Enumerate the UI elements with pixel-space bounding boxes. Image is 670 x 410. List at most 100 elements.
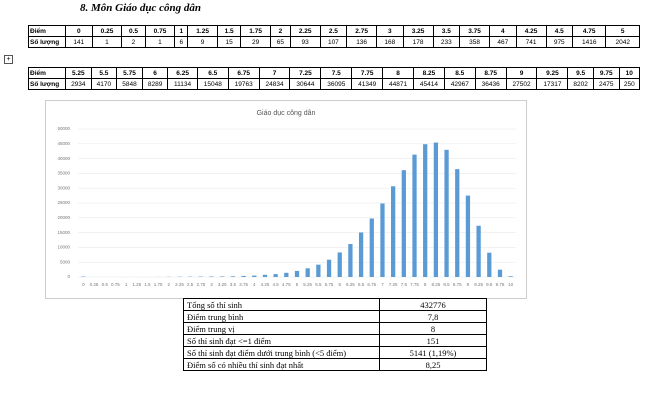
cell: Số lượng xyxy=(28,78,66,90)
cell: Số thí sinh đạt điểm dưới trung bình (<5… xyxy=(183,346,380,359)
x-tick-label: 7 xyxy=(381,282,384,287)
bar xyxy=(444,149,449,277)
cell: Điểm số có nhiều thí sinh đạt nhất xyxy=(183,358,380,371)
y-tick-label: 15000 xyxy=(57,230,70,235)
cell: 19763 xyxy=(227,78,260,90)
cell: 107 xyxy=(319,36,348,48)
x-tick-label: 4.25 xyxy=(261,282,270,287)
cell: 178 xyxy=(402,36,434,48)
x-tick-label: 9.75 xyxy=(496,282,505,287)
x-tick-label: 6.5 xyxy=(358,282,365,287)
cell: 2042 xyxy=(605,36,640,48)
y-tick-label: 50000 xyxy=(57,126,70,131)
cell: 4 xyxy=(489,25,517,37)
cell: 6.75 xyxy=(227,67,260,79)
y-tick-label: 25000 xyxy=(57,200,70,205)
cell: 8 xyxy=(379,322,487,335)
bar xyxy=(423,144,428,277)
x-tick-label: 3 xyxy=(210,282,213,287)
x-tick-label: 1.75 xyxy=(154,282,163,287)
cell: 11134 xyxy=(167,78,198,90)
cell: 5848 xyxy=(116,78,143,90)
x-tick-label: 6.25 xyxy=(346,282,355,287)
chart-title: Giáo dục công dân xyxy=(257,110,316,117)
x-tick-label: 5.25 xyxy=(303,282,312,287)
chart-frame: Giáo dục công dân 0 5000 10000 15000 20000 25… xyxy=(45,100,527,299)
x-tick-label: 5.75 xyxy=(325,282,334,287)
cell: 1.25 xyxy=(187,25,219,37)
y-tick-label: 45000 xyxy=(57,141,70,146)
cell: 2934 xyxy=(65,78,92,90)
x-tick-label: 7.25 xyxy=(389,282,398,287)
cell: 7.5 xyxy=(320,67,353,79)
cell: 151 xyxy=(379,334,487,347)
cell: 8 xyxy=(382,67,414,79)
cell: 5.5 xyxy=(90,67,118,79)
x-tick-label: 3.5 xyxy=(230,282,237,287)
cell: 2 xyxy=(121,36,146,48)
x-tick-label: 5.5 xyxy=(315,282,322,287)
cell: 36436 xyxy=(474,78,507,90)
cell: 6.25 xyxy=(167,67,198,79)
cell: 44871 xyxy=(382,78,414,90)
bar xyxy=(252,275,257,277)
cell: 0.25 xyxy=(91,25,123,37)
row: Điểm 5.25 5.5 5.75 6 6.25 6.5 6.75 7 7.25 7.5 7.75 8… xyxy=(28,67,641,79)
cell: 2.25 xyxy=(289,25,321,37)
cell: 136 xyxy=(346,36,378,48)
cell: 3.25 xyxy=(402,25,434,37)
x-tick-label: 0.5 xyxy=(102,282,109,287)
y-tick-label: 5000 xyxy=(60,259,71,264)
bar xyxy=(294,270,300,277)
cell: 45414 xyxy=(412,78,445,90)
cell: 358 xyxy=(459,36,491,48)
cell: 9.25 xyxy=(536,67,569,79)
bar xyxy=(220,276,225,277)
x-tick-label: 2 xyxy=(168,282,171,287)
cell: 975 xyxy=(545,36,574,48)
bar xyxy=(455,169,460,277)
score-table: Điểm 5.25 5.5 5.75 6 6.25 6.5 6.75 7 7.25 7.5 7.75 8… xyxy=(28,67,641,90)
cell: Tổng số thí sinh xyxy=(183,298,380,311)
cell: Số lượng xyxy=(28,36,66,48)
cell: 8.75 xyxy=(474,67,507,79)
bar xyxy=(241,275,246,277)
x-tick-label: 1.25 xyxy=(132,282,141,287)
bar xyxy=(497,269,503,277)
score-table: Điểm 0 0.25 0.5 0.75 1 1.25 1.5 1.75 2 2.25 2.5 2.75… xyxy=(28,25,640,48)
x-tick-label: 6.75 xyxy=(367,282,376,287)
cell: 8202 xyxy=(567,78,594,90)
x-tick-label: 8.75 xyxy=(453,282,462,287)
cell: 168 xyxy=(376,36,404,48)
row: Số thí sinh đạt <=1 điểm 151 xyxy=(183,334,487,347)
chart: Giáo dục công dân 0500010000150002000025… xyxy=(57,110,516,287)
cell: 5 xyxy=(605,25,640,37)
cell: 17317 xyxy=(536,78,569,90)
cell: 2.5 xyxy=(319,25,348,37)
summary-table: Tổng số thí sinh 432776 Điểm trung bình 7,8… xyxy=(183,298,487,371)
cell: 7 xyxy=(258,67,291,79)
x-tick-label: 1 xyxy=(125,282,128,287)
cell: 9 xyxy=(505,67,538,79)
x-tick-label: 8.5 xyxy=(443,282,450,287)
bar xyxy=(508,276,513,277)
bar xyxy=(305,268,310,277)
row: Điểm số có nhiều thí sinh đạt nhất 8,25 xyxy=(183,358,487,371)
bar xyxy=(348,244,353,277)
x-tick-label: 9 xyxy=(467,282,470,287)
y-tick-label: 0 xyxy=(67,274,70,279)
x-tick-label: 4.75 xyxy=(282,282,291,287)
cell: 432776 xyxy=(379,298,487,311)
cell: 1 xyxy=(174,25,189,37)
x-tick-label: 3.25 xyxy=(218,282,227,287)
cell: 7.25 xyxy=(289,67,322,79)
cell: 5141 (1,19%) xyxy=(379,346,487,359)
cell: 6 xyxy=(174,36,189,48)
bar xyxy=(476,225,481,277)
cell: 15 xyxy=(217,36,242,48)
cell: 1.75 xyxy=(240,25,272,37)
cell: 42967 xyxy=(443,78,476,90)
cell: 27502 xyxy=(505,78,538,90)
x-tick-label: 0 xyxy=(82,282,85,287)
